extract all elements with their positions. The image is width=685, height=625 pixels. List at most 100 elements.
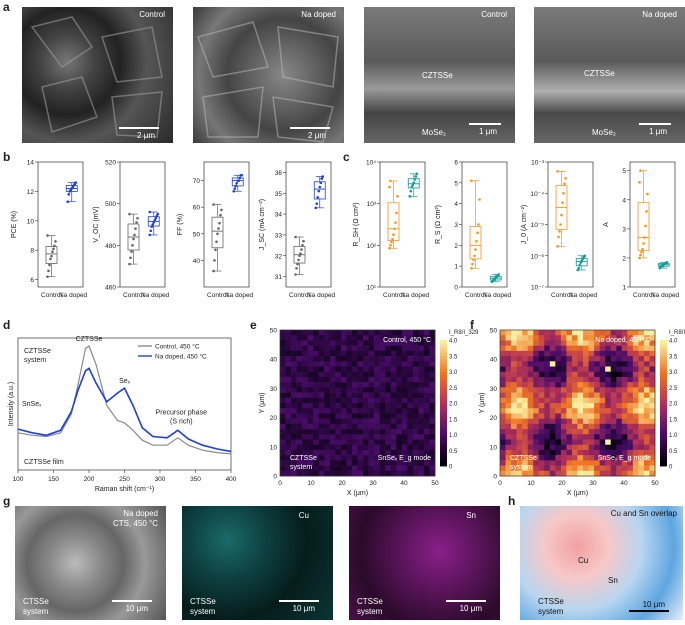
y-tick-label: 10 <box>27 218 35 225</box>
heat-cell <box>533 350 540 357</box>
heat-cell <box>390 330 397 336</box>
heat-cell <box>577 423 584 430</box>
data-point <box>148 210 152 214</box>
heat-cell <box>374 345 380 352</box>
heat-cell <box>429 361 436 367</box>
heat-cell <box>296 330 303 336</box>
y-tick-label: 30 <box>270 386 278 393</box>
heat-cell <box>340 371 347 378</box>
colorbar-segment <box>660 349 667 353</box>
heat-cell <box>379 361 386 367</box>
heat-cell <box>555 371 562 378</box>
heat-cell <box>555 403 562 409</box>
heat-cell <box>627 434 634 440</box>
data-point <box>316 196 320 199</box>
heat-cell <box>583 434 589 440</box>
colorbar-segment <box>660 443 667 448</box>
heat-cell <box>544 361 551 367</box>
heat-cell <box>594 470 600 477</box>
heat-cell <box>643 470 650 477</box>
heat-cell <box>418 444 425 451</box>
heat-cell <box>385 397 392 404</box>
heat-cell <box>423 465 430 472</box>
heat-cell <box>527 423 534 430</box>
heat-cell <box>313 356 320 362</box>
heat-cell <box>396 361 403 367</box>
colorbar-segment <box>660 453 667 457</box>
heat-cell <box>313 429 320 435</box>
heat-cell <box>516 335 523 341</box>
heat-cell <box>549 335 556 341</box>
data-point <box>497 273 501 276</box>
heat-cell <box>368 376 375 383</box>
heat-cell <box>610 470 617 477</box>
heat-cell <box>318 460 325 466</box>
heat-cell <box>599 429 606 435</box>
heat-cell <box>616 330 623 336</box>
heat-cell <box>329 403 336 409</box>
heat-cell <box>588 392 595 399</box>
heat-cell <box>649 397 656 404</box>
data-point <box>408 195 412 198</box>
heat-cell <box>566 340 573 346</box>
heat-cell <box>379 434 386 440</box>
heat-cell <box>396 350 403 357</box>
heat-cell <box>649 330 656 336</box>
heat-cell <box>605 371 612 378</box>
heat-cell <box>643 439 650 446</box>
heat-cell <box>588 408 595 414</box>
heat-cell <box>549 345 556 352</box>
heat-cell <box>313 408 320 414</box>
heat-cell <box>533 444 540 451</box>
heat-cell <box>423 418 430 425</box>
heat-cell <box>374 434 380 440</box>
heat-cell <box>280 465 286 472</box>
data-point <box>583 254 587 258</box>
colorbar-segment <box>440 399 447 404</box>
heat-cell <box>632 403 639 409</box>
data-point <box>415 172 419 176</box>
heat-cell <box>549 423 556 430</box>
heat-cell <box>385 423 392 430</box>
heat-cell <box>627 444 634 451</box>
heat-cell <box>638 449 645 456</box>
heat-cell <box>423 408 430 414</box>
heat-cell <box>594 392 600 399</box>
heat-cell <box>412 361 419 367</box>
heat-cell <box>522 382 528 388</box>
box <box>469 226 482 260</box>
heat-cell <box>418 423 425 430</box>
heat-cell <box>418 449 425 456</box>
heat-cell <box>560 350 567 357</box>
data-point <box>298 254 301 258</box>
panel-label-h: h <box>508 494 516 508</box>
heat-cell <box>632 413 639 419</box>
y-axis-label: R_S (Ω cm²) <box>435 205 442 244</box>
heat-cell <box>318 423 325 430</box>
heat-cell <box>533 340 540 346</box>
heat-cell <box>533 356 540 362</box>
heat-cell <box>423 439 430 446</box>
heat-cell <box>396 434 403 440</box>
heat-cell <box>544 444 551 451</box>
heat-cell <box>549 392 556 399</box>
heat-cell <box>616 350 623 357</box>
heat-cell <box>649 403 656 409</box>
colorbar-segment <box>440 418 447 423</box>
heat-cell <box>594 356 600 362</box>
heat-cell <box>610 413 617 419</box>
heat-cell <box>571 366 578 373</box>
heat-cell <box>643 345 650 352</box>
heat-cell <box>307 335 314 341</box>
colorbar-tick-label: 3.5 <box>449 354 458 360</box>
heat-cell <box>577 418 584 425</box>
heat-cell <box>516 465 523 472</box>
colorbar-segment <box>660 418 667 423</box>
colorbar-segment <box>440 415 447 420</box>
heat-cell <box>527 418 534 425</box>
heat-cell <box>505 350 512 357</box>
heat-cell <box>500 382 506 388</box>
heat-cell <box>318 413 325 419</box>
heat-cell <box>594 397 600 404</box>
